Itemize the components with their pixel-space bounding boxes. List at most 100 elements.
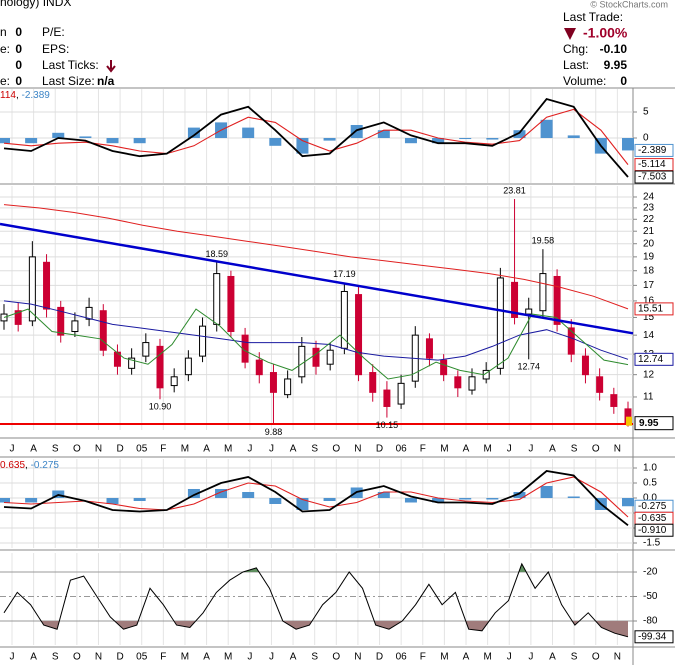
histogram-bar	[540, 119, 553, 139]
left-label: e:	[0, 74, 10, 88]
volume-label: Volume:	[563, 74, 606, 88]
y-tick-label: 19	[643, 252, 655, 263]
x-tick-label: M	[483, 652, 491, 663]
x-tick-label: J	[528, 652, 533, 663]
histogram-bar	[296, 497, 309, 510]
candle-body	[383, 389, 391, 407]
indicator-legend: 114, -2.389	[0, 90, 50, 101]
histogram-bar	[459, 497, 472, 500]
y-tick-label: -50	[643, 591, 658, 602]
left-label: n	[0, 25, 7, 39]
x-tick-label: S	[571, 444, 578, 455]
stat-label: Last Ticks:	[42, 58, 99, 72]
candle-body	[511, 281, 519, 318]
x-tick-label: M	[483, 444, 491, 455]
histogram-bar	[459, 138, 472, 140]
candle-body	[355, 294, 363, 376]
left-value: 0	[15, 42, 22, 56]
candle-body	[496, 277, 504, 369]
histogram-bar	[269, 138, 282, 146]
indicator-line	[3, 97, 629, 178]
legend-part: -2.389	[22, 90, 51, 101]
histogram-bar	[106, 138, 119, 144]
histogram-bar	[432, 138, 445, 144]
histogram-bar	[567, 496, 580, 498]
left-value: 0	[15, 74, 22, 88]
candle-body	[553, 275, 561, 325]
y-tick-label: 11	[643, 392, 654, 403]
moving-average	[3, 308, 629, 380]
end-label: 12.74	[638, 354, 663, 365]
y-tick-label: 0.5	[643, 478, 657, 489]
histogram-bar	[350, 124, 363, 139]
indicator-legend: 0.635, -0.275	[0, 460, 59, 471]
moving-average	[3, 300, 629, 361]
candle-body	[128, 357, 136, 369]
x-tick-label: D	[376, 652, 383, 663]
y-tick-label: 16	[643, 296, 655, 307]
candle-body	[71, 320, 79, 333]
histogram-bar	[187, 488, 200, 498]
candle-body	[156, 345, 164, 389]
oversold-fill	[4, 621, 628, 637]
last-trade-label: Last Trade:	[563, 10, 623, 24]
histogram-bar	[513, 491, 526, 498]
legend-part: 0.635	[0, 460, 25, 471]
x-tick-label: D	[376, 444, 383, 455]
legend-part: ,	[16, 90, 22, 101]
histogram-bar	[567, 135, 580, 139]
candle-body	[184, 357, 192, 376]
x-tick-label: S	[52, 652, 59, 663]
histogram-bar	[242, 127, 255, 139]
candle-body	[454, 376, 462, 389]
x-tick-label: S	[311, 652, 318, 663]
y-tick-label: 22	[643, 214, 655, 225]
indicator-line	[3, 476, 629, 518]
end-label-box	[634, 352, 674, 366]
candle-body	[369, 372, 377, 393]
x-tick-label: 05	[136, 652, 148, 663]
histogram-bar	[377, 491, 390, 498]
end-label: -0.275	[638, 501, 667, 512]
candle-body	[255, 359, 263, 376]
candle-body	[326, 349, 334, 365]
histogram-bar	[187, 127, 200, 139]
y-tick-label: 15	[643, 312, 655, 323]
candle-body	[567, 327, 575, 355]
x-tick-label: N	[354, 444, 361, 455]
candle-body	[269, 372, 277, 393]
x-tick-label: O	[73, 444, 81, 455]
y-tick-label: 18	[643, 265, 655, 276]
x-tick-label: N	[95, 444, 102, 455]
low-annotation: 10.90	[149, 402, 172, 412]
candle-body	[199, 325, 207, 357]
end-label-box	[634, 630, 674, 644]
high-annotation: 19.58	[532, 236, 555, 246]
x-tick-label: J	[269, 652, 274, 663]
x-tick-label: 06	[396, 444, 408, 455]
x-tick-label: N	[354, 652, 361, 663]
histogram-bar	[432, 497, 445, 503]
x-tick-label: J	[247, 444, 252, 455]
overbought-fill	[4, 563, 628, 573]
oscillator-line	[3, 562, 629, 638]
y-tick-label: 1.0	[643, 463, 657, 474]
candle-body	[468, 376, 476, 391]
x-tick-label: J	[528, 444, 533, 455]
histogram-bar	[25, 138, 38, 144]
end-label: -5.114	[638, 159, 666, 170]
stat-label: EPS:	[42, 42, 69, 56]
chg-label: Chg:	[563, 42, 588, 56]
end-label: -0.910	[638, 525, 667, 536]
x-tick-label: N	[614, 444, 621, 455]
candle-body	[298, 345, 306, 378]
y-tick-label: -1.5	[643, 538, 661, 549]
candle-body	[440, 359, 448, 376]
candle-body	[539, 273, 547, 312]
x-tick-label: F	[420, 444, 426, 455]
x-tick-label: J	[507, 444, 512, 455]
histogram-bar	[377, 130, 390, 139]
stat-label: P/E:	[42, 25, 65, 39]
candle-body	[99, 310, 107, 351]
